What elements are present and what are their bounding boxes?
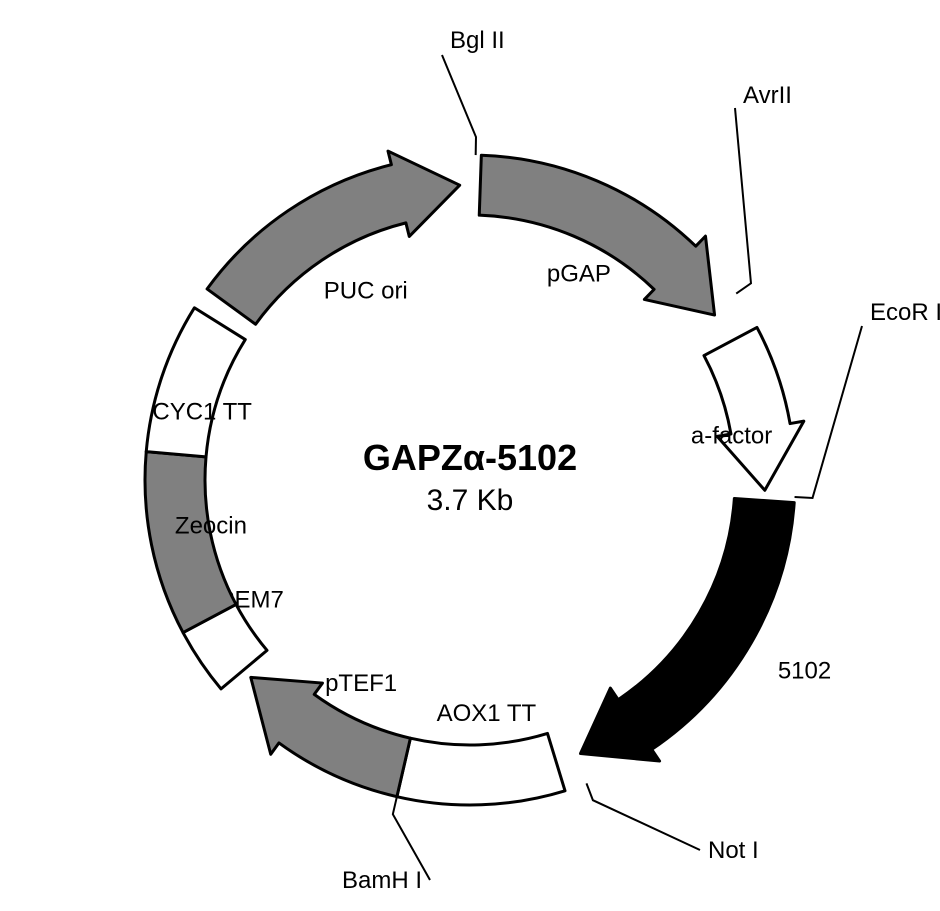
site-label-BamHI: BamH I (342, 867, 422, 894)
plasmid-map: pGAPa-factor5102AOX1 TTpTEF1PEM7ZeocinCY… (0, 0, 940, 911)
segment-label-CYC1TT: CYC1 TT (152, 399, 252, 426)
segment-afactor (704, 327, 804, 490)
segment-label-Zeocin: Zeocin (175, 513, 247, 540)
segment-label-AOX1TT: AOX1 TT (437, 700, 537, 727)
segment-label-pGAP: pGAP (547, 260, 611, 287)
site-label-NotI: Not I (708, 837, 759, 864)
site-leader-EcoRI (795, 326, 862, 498)
plasmid-size: 3.7 Kb (427, 484, 514, 517)
site-label-BglII: Bgl II (450, 27, 505, 54)
plasmid-segments: pGAPa-factor5102AOX1 TTpTEF1PEM7ZeocinCY… (145, 151, 831, 805)
site-leader-NotI (586, 783, 700, 850)
segment-5102 (581, 498, 795, 761)
segment-label-pTEF1: pTEF1 (325, 670, 397, 697)
segment-label-afactor: a-factor (691, 422, 772, 449)
segment-CYC1TT (146, 308, 245, 457)
segment-Zeocin (145, 452, 236, 633)
plasmid-name: GAPZα-5102 (363, 437, 577, 478)
site-label-EcoRI: EcoR I (870, 299, 940, 326)
site-leader-AvrII (735, 108, 751, 294)
site-label-AvrII: AvrII (743, 82, 792, 109)
segment-pGAP (479, 155, 714, 315)
segment-AOX1TT (397, 733, 565, 805)
site-leader-BglII (442, 55, 476, 155)
segment-label-5102: 5102 (778, 658, 831, 685)
segment-label-PUCori: PUC ori (324, 277, 408, 304)
plasmid-center-label: GAPZα-5102 3.7 Kb (363, 437, 577, 517)
